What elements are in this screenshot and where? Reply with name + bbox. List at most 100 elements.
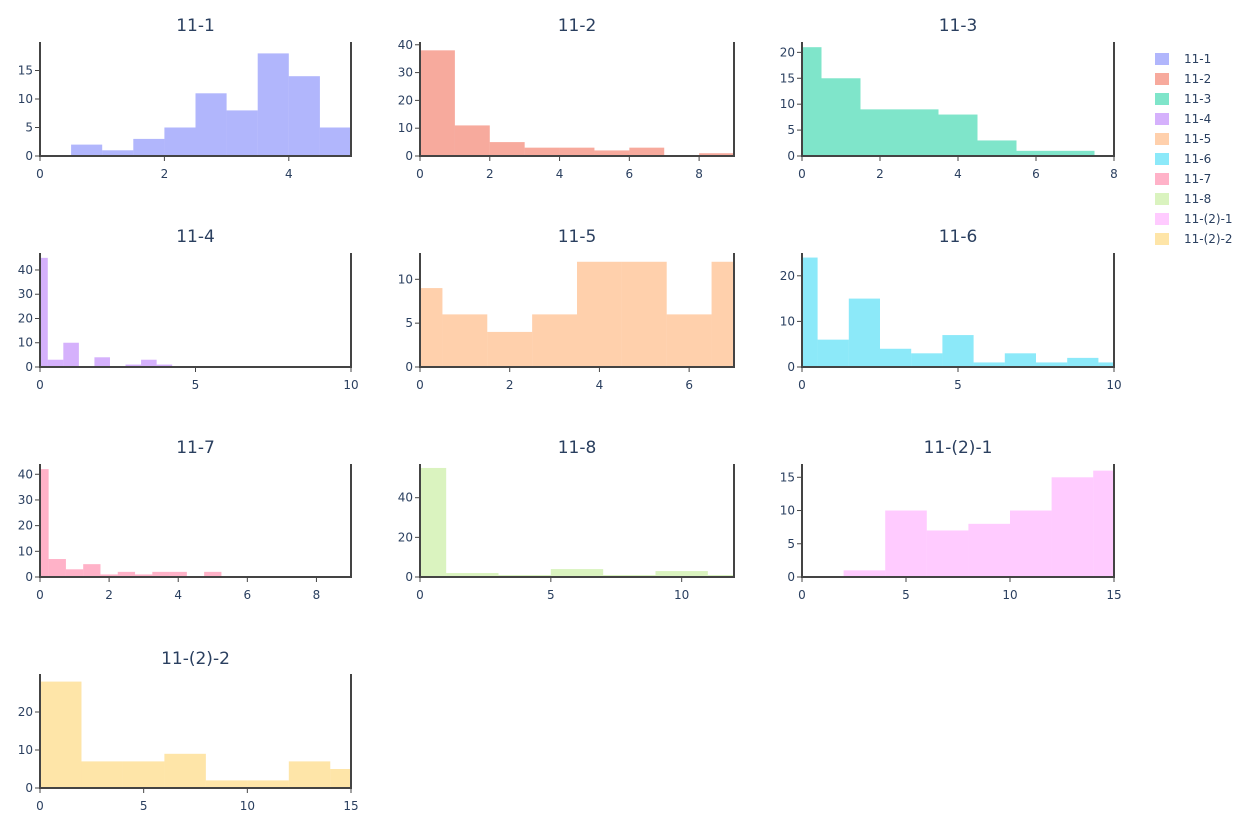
histogram-bar (489, 142, 525, 156)
x-tick-label: 8 (1110, 167, 1118, 181)
histogram-bar (860, 109, 900, 156)
histogram-bar (257, 53, 289, 156)
histogram-bar (164, 127, 196, 156)
y-tick-label: 0 (787, 570, 795, 584)
legend-item[interactable]: 11-8 (1155, 192, 1211, 206)
panel-title: 11-7 (176, 438, 215, 458)
x-tick-label: 0 (798, 588, 806, 602)
histogram-bar (420, 467, 447, 577)
legend-item[interactable]: 11-7 (1155, 172, 1211, 186)
histogram-bar (420, 288, 443, 367)
histogram-bar (1067, 357, 1099, 367)
y-tick-label: 5 (787, 123, 795, 137)
histogram-bar (802, 257, 818, 367)
legend-swatch (1155, 133, 1169, 145)
histogram-bar (122, 761, 165, 788)
panel-title: 11-3 (939, 16, 978, 36)
x-tick-label: 0 (798, 378, 806, 392)
legend-label: 11-6 (1184, 152, 1211, 166)
histogram-bar (195, 93, 227, 156)
histogram-panel: 11-3 0 5 10 15 20 0 2 4 6 8 (780, 16, 1118, 181)
histogram-bar (577, 261, 622, 367)
histogram-bar (420, 50, 455, 157)
y-tick-label: 30 (398, 66, 413, 80)
histogram-bar (226, 110, 258, 156)
legend: 11-1 11-2 11-3 11-4 11-5 11-6 11-7 11-8 11-(2)-1… (1155, 52, 1233, 246)
y-tick-label: 30 (18, 287, 33, 301)
x-tick-label: 4 (174, 588, 182, 602)
histogram-bar (532, 314, 577, 367)
legend-item[interactable]: 11-3 (1155, 92, 1211, 106)
legend-item[interactable]: 11-(2)-1 (1155, 212, 1233, 226)
x-tick-label: 0 (36, 588, 44, 602)
x-tick-label: 2 (486, 167, 494, 181)
bars (802, 47, 1095, 156)
histogram-bar (1098, 362, 1114, 367)
x-tick-label: 4 (285, 167, 293, 181)
y-tick-label: 0 (25, 149, 33, 163)
legend-swatch (1155, 173, 1169, 185)
histogram-bar (164, 753, 206, 788)
legend-swatch (1155, 213, 1169, 225)
histogram-panel: 11-2 0 10 20 30 40 0 2 4 6 8 (398, 16, 735, 181)
histogram-bar (848, 298, 880, 367)
bars (71, 53, 351, 156)
legend-item[interactable]: 11-1 (1155, 52, 1211, 66)
y-tick-label: 15 (780, 71, 795, 85)
y-tick-label: 15 (780, 470, 795, 484)
histogram-panel: 11-(2)-1 0 5 10 15 0 5 10 15 (780, 438, 1122, 602)
histogram-panel: 11-7 0 10 20 30 40 0 2 4 6 8 (18, 438, 352, 602)
y-tick-label: 10 (18, 544, 33, 558)
legend-item[interactable]: 11-(2)-2 (1155, 232, 1233, 246)
histogram-bar (942, 335, 974, 367)
histogram-bar (666, 314, 712, 367)
x-tick-label: 2 (105, 588, 113, 602)
histogram-bar (81, 761, 123, 788)
legend-item[interactable]: 11-5 (1155, 132, 1211, 146)
x-tick-label: 4 (596, 378, 604, 392)
histogram-panel: 11-1 0 5 10 15 0 2 4 (18, 16, 352, 181)
histogram-bar (288, 761, 331, 788)
histogram-bar (141, 359, 157, 367)
legend-item[interactable]: 11-4 (1155, 112, 1211, 126)
histogram-bar (152, 571, 170, 577)
y-tick-label: 0 (787, 360, 795, 374)
x-tick-label: 8 (313, 588, 321, 602)
y-tick-label: 0 (405, 360, 413, 374)
histogram-bar (973, 362, 1005, 367)
y-tick-label: 10 (398, 272, 413, 286)
histogram-bar (968, 523, 1010, 577)
y-tick-label: 10 (780, 504, 795, 518)
histogram-bar (133, 138, 165, 156)
y-tick-label: 15 (18, 64, 33, 78)
x-tick-label: 5 (140, 799, 148, 813)
histogram-bar (125, 364, 142, 367)
histogram-bar (40, 681, 82, 788)
y-tick-label: 0 (25, 360, 33, 374)
y-tick-label: 5 (405, 316, 413, 330)
legend-item[interactable]: 11-6 (1155, 152, 1211, 166)
x-tick-label: 2 (506, 378, 514, 392)
histogram-bar (247, 780, 289, 788)
legend-label: 11-5 (1184, 132, 1211, 146)
y-tick-label: 0 (25, 570, 33, 584)
histogram-panel: 11-8 0 20 40 0 5 10 (398, 438, 735, 602)
histogram-bar (487, 331, 533, 367)
y-tick-label: 0 (405, 570, 413, 584)
panel-title: 11-(2)-2 (161, 649, 230, 669)
y-tick-label: 10 (780, 97, 795, 111)
legend-label: 11-2 (1184, 72, 1211, 86)
x-tick-label: 6 (244, 588, 252, 602)
histogram-bar (524, 147, 560, 156)
histogram-bar (655, 571, 708, 577)
legend-item[interactable]: 11-2 (1155, 72, 1211, 86)
x-tick-label: 6 (685, 378, 693, 392)
y-tick-label: 0 (25, 781, 33, 795)
histogram-bar (94, 357, 110, 367)
histogram-bar (319, 127, 351, 156)
x-tick-label: 2 (876, 167, 884, 181)
panel-title: 11-2 (558, 16, 597, 36)
histogram-bar (330, 769, 351, 788)
